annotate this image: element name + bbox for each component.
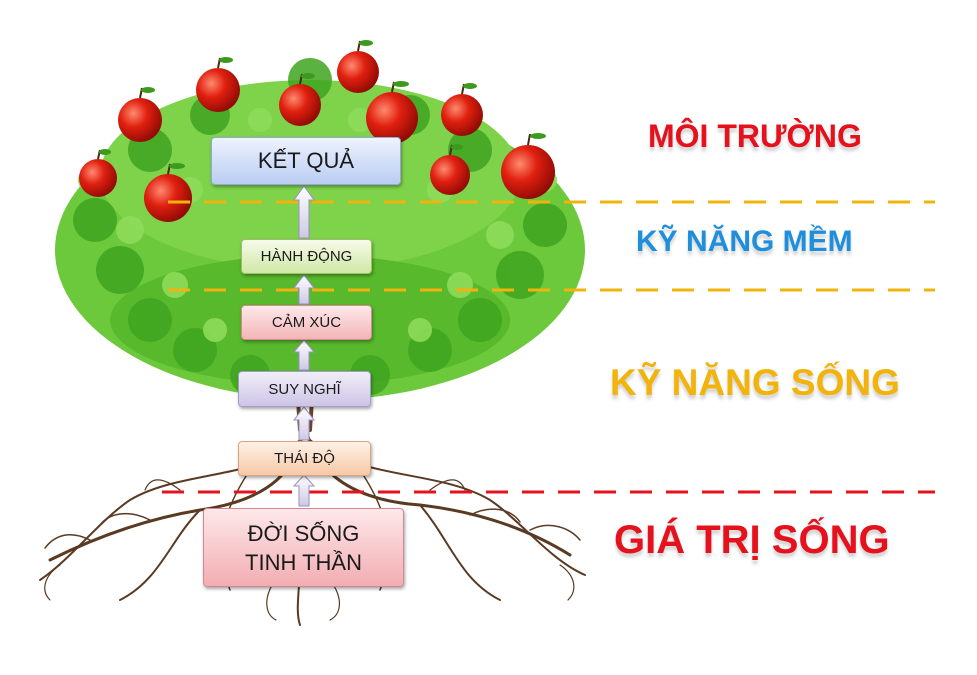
- apple: [366, 81, 418, 144]
- layer-label-life-values: GIÁ TRỊ SỐNG: [614, 518, 890, 562]
- layer-label-soft-skills: KỸ NĂNG MỀM: [636, 225, 853, 258]
- arrow-action-result: [293, 185, 315, 239]
- box-spiritual-life: ĐỜI SỐNG TINH THẦN: [203, 508, 404, 587]
- box-result: KẾT QUẢ: [211, 137, 401, 185]
- apple: [196, 57, 240, 112]
- box-result-label: KẾT QUẢ: [257, 148, 355, 173]
- arrow-thinking-emotion: [292, 339, 316, 371]
- box-thinking: SUY NGHĨ: [238, 371, 371, 407]
- box-action-label: HÀNH ĐỘNG: [260, 248, 353, 265]
- box-spirit-line1: ĐỜI SỐNG: [247, 520, 360, 546]
- box-emotion: CẢM XÚC: [241, 305, 372, 340]
- apple: [430, 144, 470, 195]
- arrow-emotion-action: [292, 274, 316, 305]
- box-thinking-label: SUY NGHĨ: [268, 380, 341, 398]
- layer-label-environment: MÔI TRƯỜNG: [648, 118, 862, 154]
- box-action: HÀNH ĐỘNG: [241, 239, 372, 274]
- arrow-up-icon: [292, 185, 316, 507]
- apple: [501, 133, 555, 199]
- box-spirit-line2: TINH THẦN: [245, 549, 362, 575]
- box-attitude: THÁI ĐỘ: [238, 441, 371, 476]
- arrow-spirit-attitude: [292, 474, 316, 507]
- apple: [337, 40, 379, 93]
- layer-dividers: [162, 200, 935, 494]
- arrow-attitude-thinking: [292, 406, 316, 441]
- box-attitude-label: THÁI ĐỘ: [274, 450, 335, 467]
- apple-icon: [79, 40, 555, 222]
- apple: [118, 87, 162, 142]
- apple: [144, 163, 192, 222]
- layer-label-life-skills: KỸ NĂNG SỐNG: [610, 362, 900, 403]
- box-emotion-label: CẢM XÚC: [271, 314, 342, 331]
- apple: [279, 73, 321, 126]
- apple: [441, 83, 483, 136]
- apple: [79, 149, 117, 197]
